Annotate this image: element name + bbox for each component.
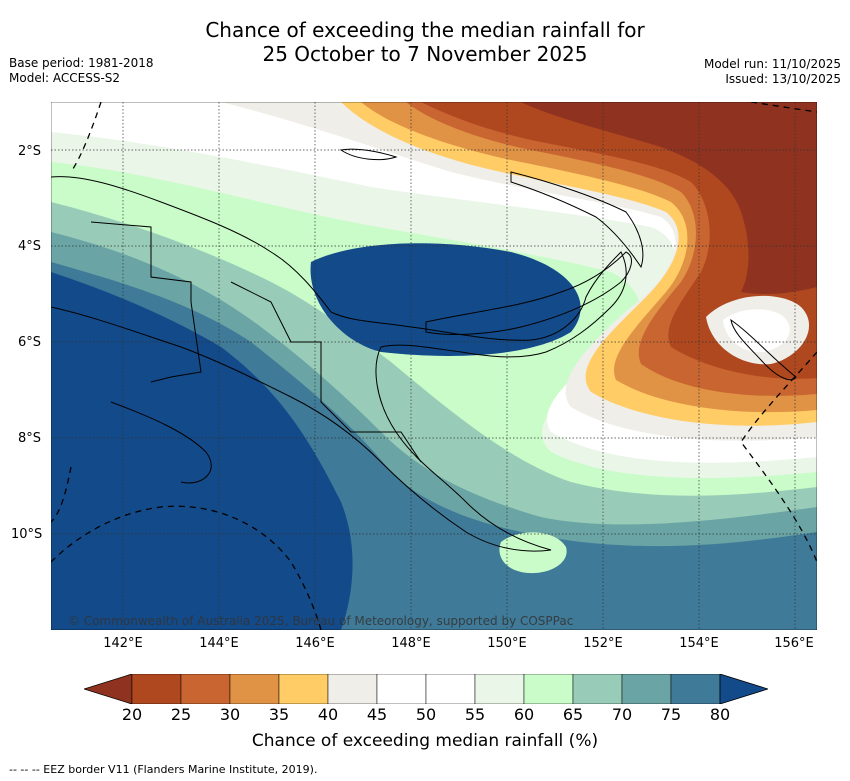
credit-text: © Commonwealth of Australia 2025, Bureau… xyxy=(68,614,574,628)
lon-label-152e: 152°E xyxy=(583,636,623,651)
manus-coast xyxy=(339,148,398,161)
lon-label-156e: 156°E xyxy=(774,636,814,651)
colorbar-tick-label: 35 xyxy=(268,705,290,724)
meta-right: Model run: 11/10/2025 Issued: 13/10/2025 xyxy=(704,57,841,87)
coastlines xyxy=(51,148,797,552)
eez-west-vertical xyxy=(51,466,72,523)
dry-patch-inner xyxy=(723,309,790,353)
border-line xyxy=(90,221,202,383)
title-line-2: 25 October to 7 November 2025 xyxy=(262,42,588,66)
lon-label-142e: 142°E xyxy=(103,636,143,651)
australia-coast xyxy=(110,401,212,484)
eez-north-west xyxy=(70,102,102,173)
lat-label-8s: 8°S xyxy=(18,431,42,446)
colorbar-tick-label: 75 xyxy=(660,705,682,724)
eez-south-east xyxy=(740,351,817,563)
colorbar-low-arrow xyxy=(84,674,133,704)
base-period: Base period: 1981-2018 xyxy=(9,56,154,70)
lon-label-146e: 146°E xyxy=(295,636,335,651)
colorbar-high-arrow xyxy=(719,674,768,704)
lon-label-150e: 150°E xyxy=(487,636,527,651)
colorbar xyxy=(84,674,768,704)
eez-legend: -- -- -- EEZ border V11 (Flanders Marine… xyxy=(9,763,318,776)
lat-label-4s: 4°S xyxy=(18,239,42,254)
model-run: Model run: 11/10/2025 xyxy=(703,57,841,71)
eez-east xyxy=(750,102,817,113)
bougainville-coast xyxy=(730,318,797,381)
new-guinea-coast xyxy=(51,176,627,552)
title-line-1: Chance of exceeding the median rainfall … xyxy=(205,18,645,42)
lon-label-154e: 154°E xyxy=(679,636,719,651)
band-80-core xyxy=(310,243,581,356)
wet-spot-south xyxy=(499,532,567,574)
meta-left: Base period: 1981-2018 Model: ACCESS-S2 xyxy=(9,56,154,86)
lat-label-6s: 6°S xyxy=(18,335,42,350)
colorbar-cell xyxy=(572,674,623,704)
colorbar-tick-label: 55 xyxy=(464,705,486,724)
colorbar-tick-label: 50 xyxy=(415,705,437,724)
model-name: Model: ACCESS-S2 xyxy=(9,71,121,85)
colorbar-cell xyxy=(278,674,329,704)
colorbar-tick-label: 40 xyxy=(317,705,339,724)
colorbar-cells xyxy=(84,674,768,704)
lat-label-2s: 2°S xyxy=(18,144,42,159)
colorbar-cell xyxy=(229,674,280,704)
colorbar-cell xyxy=(327,674,378,704)
gridlines xyxy=(51,102,817,630)
colorbar-cell xyxy=(131,674,182,704)
colorbar-tick-label: 65 xyxy=(562,705,584,724)
colorbar-tick-label: 60 xyxy=(513,705,535,724)
colorbar-tick-label: 30 xyxy=(219,705,241,724)
colorbar-tick-label: 45 xyxy=(366,705,388,724)
map-title: Chance of exceeding the median rainfall … xyxy=(0,18,850,66)
lon-label-144e: 144°E xyxy=(199,636,239,651)
colorbar-title: Chance of exceeding median rainfall (%) xyxy=(251,731,599,751)
colorbar-tick-label: 20 xyxy=(121,705,143,724)
new-britain-coast xyxy=(425,251,632,335)
colorbar-tick-label: 80 xyxy=(709,705,731,724)
lat-label-10s: 10°S xyxy=(11,527,43,542)
band-20 xyxy=(521,102,817,295)
eez-borders xyxy=(51,102,817,630)
issued-date: Issued: 13/10/2025 xyxy=(725,72,841,86)
colorbar-cell xyxy=(474,674,525,704)
lon-label-148e: 148°E xyxy=(391,636,431,651)
eez-south-west xyxy=(51,505,322,630)
rainfall-map xyxy=(51,102,817,630)
province-lines xyxy=(230,281,422,463)
colorbar-cell xyxy=(425,674,476,704)
colorbar-cell xyxy=(621,674,672,704)
colorbar-cell xyxy=(523,674,574,704)
colorbar-tick-label: 70 xyxy=(611,705,633,724)
colorbar-cell xyxy=(670,674,721,704)
colorbar-cell xyxy=(376,674,427,704)
new-ireland-coast xyxy=(510,171,644,269)
colorbar-tick-label: 25 xyxy=(170,705,192,724)
colorbar-cell xyxy=(180,674,231,704)
